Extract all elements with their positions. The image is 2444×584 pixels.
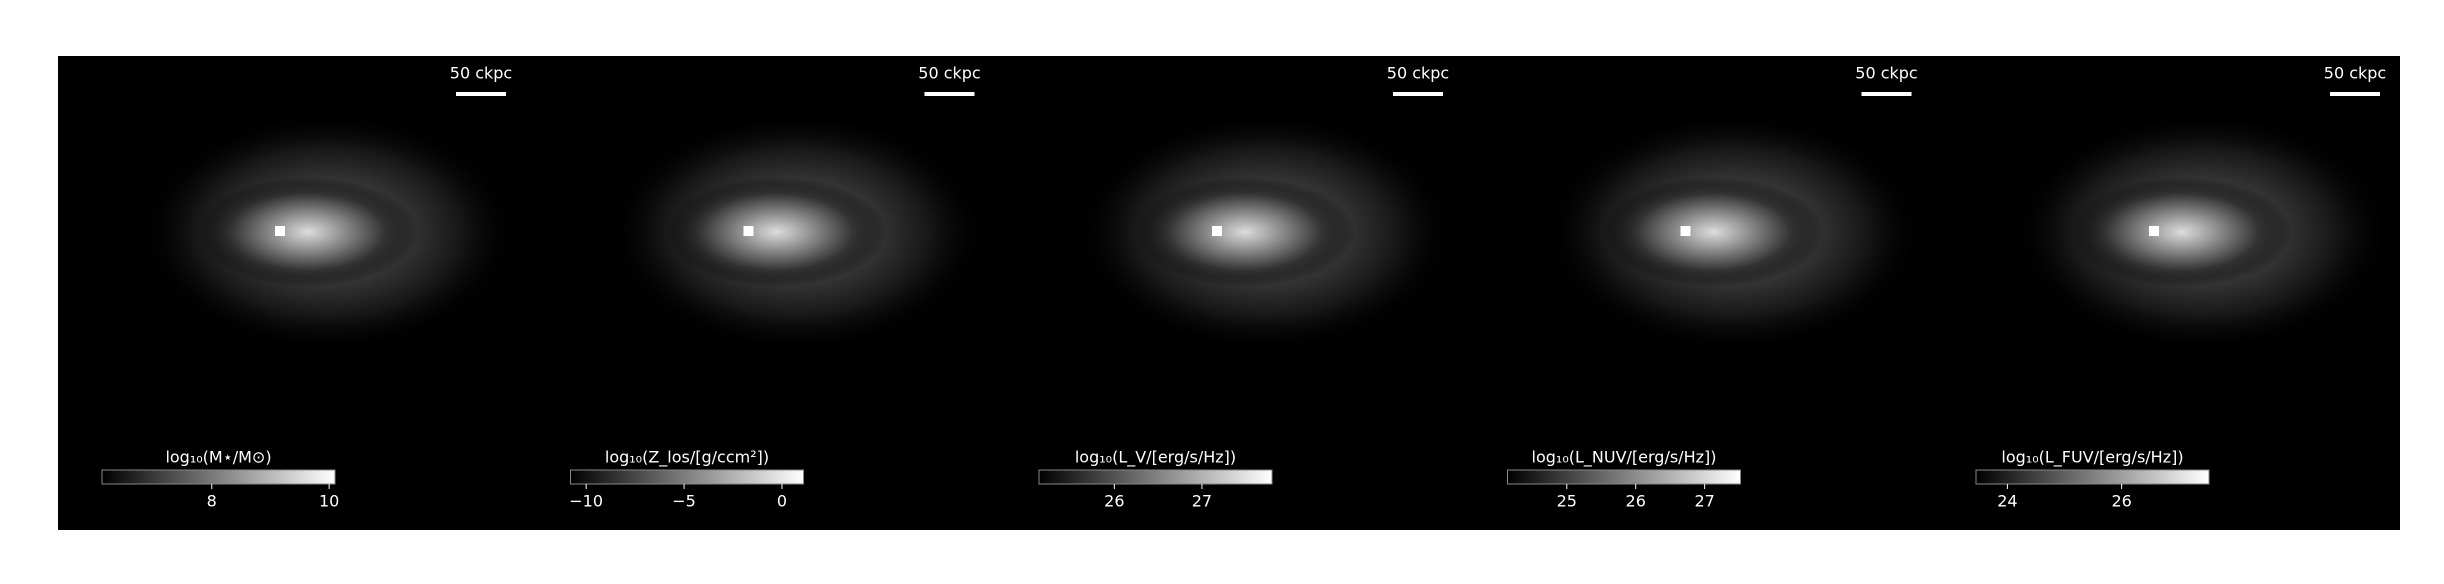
colorbar-tick-label: −5 xyxy=(672,492,696,511)
colorbar-tick-label: 27 xyxy=(1192,492,1212,511)
scale-bar-label: 50 ckpc xyxy=(2324,64,2386,83)
colorbar xyxy=(101,469,336,485)
colorbar xyxy=(1975,469,2210,485)
colorbar-label: log₁₀(Z_los/[g/ccm²]) xyxy=(605,448,769,468)
galaxy-nucleus xyxy=(275,226,285,236)
colorbar-tick-label: 26 xyxy=(2111,492,2131,511)
colorbar xyxy=(570,469,804,485)
scale-bar-label: 50 ckpc xyxy=(1855,64,1917,83)
colorbar-tick-label: 26 xyxy=(1626,492,1646,511)
scale-bar-label: 50 ckpc xyxy=(450,64,512,83)
colorbar-tick-label: 27 xyxy=(1694,492,1714,511)
colorbar-tick-label: 26 xyxy=(1104,492,1124,511)
colorbar-label: log₁₀(L_NUV/[erg/s/Hz]) xyxy=(1532,448,1717,468)
galaxy-nucleus xyxy=(2149,226,2159,236)
galaxy-core xyxy=(2072,177,2292,287)
galaxy-core xyxy=(198,177,418,287)
colorbar-tick-label: 10 xyxy=(319,492,339,511)
colorbar xyxy=(1507,469,1741,485)
scale-bar-label: 50 ckpc xyxy=(918,64,980,83)
galaxy-nucleus xyxy=(1212,226,1222,236)
colorbar-label: log₁₀(M⋆/M⊙) xyxy=(165,448,271,467)
colorbar-tick-label: 8 xyxy=(207,492,217,511)
colorbar-tick-label: 25 xyxy=(1557,492,1577,511)
colorbar-label: log₁₀(L_V/[erg/s/Hz]) xyxy=(1075,448,1236,468)
galaxy-nucleus xyxy=(743,226,754,236)
scale-bar-label: 50 ckpc xyxy=(1387,64,1449,83)
galaxy-core xyxy=(1135,177,1355,287)
colorbar-label: log₁₀(L_FUV/[erg/s/Hz]) xyxy=(2001,448,2183,468)
galaxy-core xyxy=(666,177,887,287)
galaxy-core xyxy=(1603,177,1824,287)
colorbar-tick-label: −10 xyxy=(569,492,603,511)
colorbar-tick-label: 0 xyxy=(777,492,787,511)
colorbar-tick-label: 24 xyxy=(1997,492,2017,511)
galaxy-nucleus xyxy=(1680,226,1691,236)
colorbar xyxy=(1038,469,1273,485)
